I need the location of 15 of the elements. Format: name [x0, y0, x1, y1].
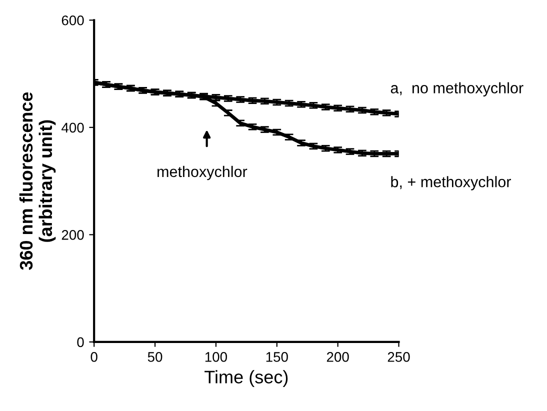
y-axis-title: 360 nm fluorescence (arbitrary unit): [19, 92, 56, 270]
x-tick-label: 50: [148, 352, 162, 362]
y-tick-label: 600: [62, 15, 84, 26]
series-label: b, + methoxychlor: [391, 176, 511, 190]
x-tick-label: 100: [205, 352, 227, 362]
series-label: a, no methoxychlor: [390, 82, 524, 96]
x-tick-label: 200: [326, 352, 349, 362]
y-tick-label: 0: [77, 337, 84, 348]
y-tick-label: 200: [62, 230, 84, 240]
x-tick-label: 150: [266, 352, 288, 362]
x-tick-label: 0: [90, 352, 98, 362]
x-axis-title: Time (sec): [204, 370, 288, 387]
y-tick-label: 400: [62, 122, 84, 133]
x-tick-label: 250: [388, 352, 410, 362]
annotation: methoxychlor: [158, 166, 248, 180]
